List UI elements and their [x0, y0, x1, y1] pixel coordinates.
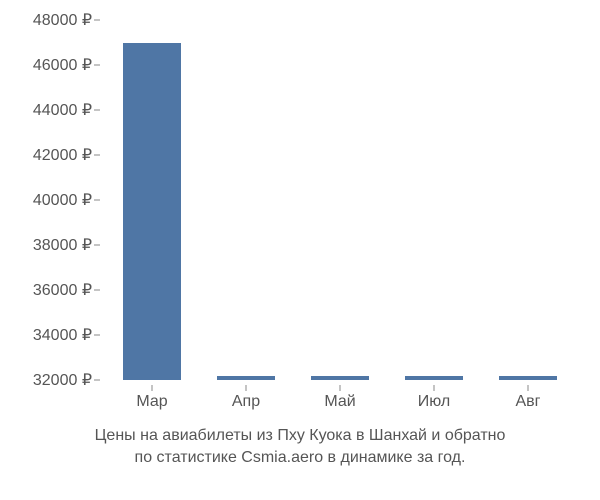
y-tick-label: 38000 ₽	[33, 235, 92, 255]
x-tick-mark	[246, 385, 247, 391]
y-tick-label: 48000 ₽	[33, 10, 92, 30]
bar	[217, 376, 275, 381]
y-tick-mark	[94, 290, 100, 291]
y-tick-mark	[94, 65, 100, 66]
y-tick-label: 46000 ₽	[33, 55, 92, 75]
bar	[499, 376, 557, 381]
bar	[311, 376, 369, 381]
y-tick-mark	[94, 200, 100, 201]
x-tick-label: Июл	[418, 393, 450, 411]
x-tick-mark	[152, 385, 153, 391]
y-tick-mark	[94, 245, 100, 246]
x-tick-mark	[340, 385, 341, 391]
x-tick-label: Мар	[136, 393, 167, 411]
y-tick-label: 36000 ₽	[33, 280, 92, 300]
y-tick-mark	[94, 110, 100, 111]
bar	[405, 376, 463, 381]
plot-area	[105, 20, 575, 380]
y-tick-mark	[94, 380, 100, 381]
y-tick-label: 40000 ₽	[33, 190, 92, 210]
x-tick-label: Авг	[515, 393, 540, 411]
x-tick-label: Май	[324, 393, 355, 411]
x-tick-mark	[434, 385, 435, 391]
price-chart: 32000 ₽ 34000 ₽ 36000 ₽ 38000 ₽ 40000 ₽ 42000…	[0, 0, 600, 500]
y-tick-label: 42000 ₽	[33, 145, 92, 165]
y-tick-label: 34000 ₽	[33, 325, 92, 345]
caption-line1: Цены на авиабилеты из Пху Куока в Шанхай…	[95, 427, 506, 444]
caption-line2: по статистике Csmia.aero в динамике за г…	[135, 449, 466, 466]
y-tick-label: 32000 ₽	[33, 370, 92, 390]
x-axis: Мар Апр Май Июл Авг	[105, 385, 575, 415]
x-tick-mark	[528, 385, 529, 391]
bar	[123, 43, 181, 381]
y-tick-label: 44000 ₽	[33, 100, 92, 120]
x-tick-label: Апр	[232, 393, 260, 411]
y-axis: 32000 ₽34000 ₽36000 ₽38000 ₽40000 ₽42000…	[0, 20, 100, 380]
y-tick-mark	[94, 155, 100, 156]
y-tick-mark	[94, 335, 100, 336]
chart-caption: Цены на авиабилеты из Пху Куока в Шанхай…	[0, 425, 600, 470]
y-tick-mark	[94, 20, 100, 21]
